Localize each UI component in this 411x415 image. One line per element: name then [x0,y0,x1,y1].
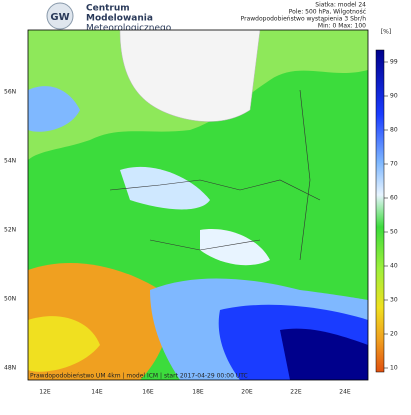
colorbar-unit: [%] [381,29,391,36]
colorbar-label: 40 [390,263,398,270]
lat-label: 52N [4,227,16,234]
org-name: Modelowania [86,14,153,24]
lon-label: 16E [142,389,154,396]
colorbar-label: 60 [390,195,398,202]
lon-label: 18E [192,389,204,396]
colorbar-label: 10 [390,365,398,372]
lon-label: 24E [339,389,351,396]
logo-circle [46,2,74,30]
colorbar-label: 99 [390,59,398,66]
colorbar-label: 20 [390,331,398,338]
info-line: Siatka: model 24 [315,2,366,9]
org-name: Meteorologicznego [86,24,172,34]
map-frame [27,29,369,381]
lat-label: 50N [4,296,16,303]
lon-label: 14E [91,389,103,396]
lon-label: 20E [241,389,253,396]
colorbar-label: 90 [390,93,398,100]
info-line: Pole: 500 hPa, Wilgotność [289,9,366,16]
lon-label: 12E [39,389,51,396]
lat-label: 48N [4,365,16,372]
colorbar-label: 50 [390,229,398,236]
colorbar [375,49,385,373]
org-name: Centrum [86,4,130,14]
footer-text: Prawdopodobieństwo UM 4km | model ICM | … [30,373,248,380]
lon-label: 22E [290,389,302,396]
info-line: Min: 0 Max: 100 [318,23,366,30]
colorbar-label: 30 [390,297,398,304]
colorbar-label: 80 [390,127,398,134]
lat-label: 56N [4,89,16,96]
logo-text: GW [50,12,69,23]
lat-label: 54N [4,158,16,165]
info-line: Prawdopodobieństwo wystąpienia 3 Sbr/h [241,16,367,23]
colorbar-label: 70 [390,161,398,168]
map [28,30,368,380]
